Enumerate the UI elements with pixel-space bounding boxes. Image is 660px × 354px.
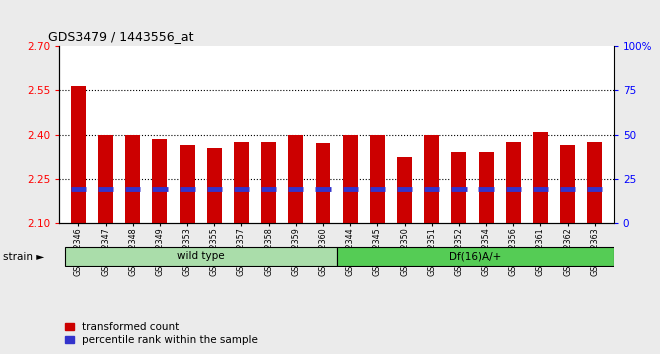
Bar (98, 135, 113, 223)
Bar (207, 148, 222, 223)
Bar (261, 142, 276, 223)
Bar (180, 145, 195, 223)
Bar (397, 157, 412, 223)
FancyBboxPatch shape (337, 247, 614, 266)
Bar (451, 152, 467, 223)
Bar (343, 135, 358, 223)
Bar (288, 135, 304, 223)
Bar (152, 139, 168, 223)
Bar (234, 142, 249, 223)
Bar (506, 142, 521, 223)
FancyBboxPatch shape (65, 247, 337, 266)
Bar (424, 135, 439, 223)
Bar (125, 135, 141, 223)
Text: strain ►: strain ► (3, 252, 44, 262)
Text: wild type: wild type (177, 251, 224, 261)
Bar (370, 135, 385, 223)
Bar (71, 86, 86, 223)
Bar (478, 152, 494, 223)
Bar (533, 132, 548, 223)
Legend: transformed count, percentile rank within the sample: transformed count, percentile rank withi… (65, 322, 258, 345)
Bar (315, 143, 331, 223)
Text: GDS3479 / 1443556_at: GDS3479 / 1443556_at (48, 30, 194, 44)
Bar (560, 145, 575, 223)
Text: Df(16)A/+: Df(16)A/+ (449, 251, 502, 261)
Bar (587, 142, 603, 223)
